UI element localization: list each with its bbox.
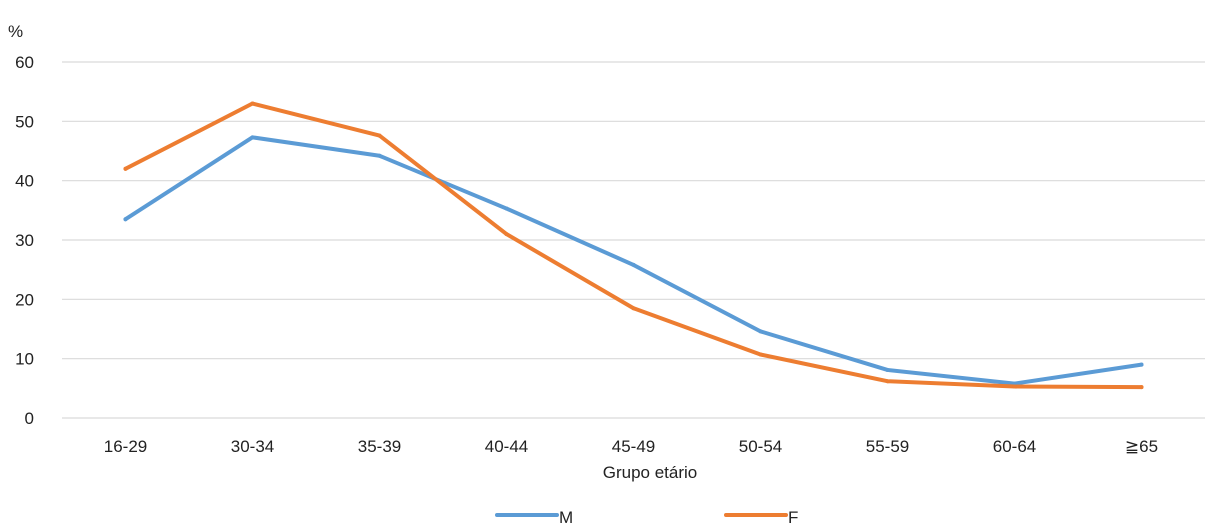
x-tick-label: 60-64 (993, 437, 1036, 456)
data-point-m (885, 367, 890, 372)
data-point-m (123, 217, 128, 222)
data-point-m (631, 262, 636, 267)
data-point-f (885, 379, 890, 384)
x-tick-label: ≧65 (1125, 437, 1158, 456)
data-point-f (377, 133, 382, 138)
x-tick-label: 55-59 (866, 437, 909, 456)
y-axis-unit-label: % (8, 22, 23, 41)
data-point-f (758, 352, 763, 357)
y-tick-label: 20 (15, 290, 34, 309)
data-point-m (250, 135, 255, 140)
legend-item-f: F (724, 508, 798, 527)
x-axis-ticks: 16-29 30-34 35-39 40-44 45-49 50-54 55-59 60-64… (104, 437, 1158, 456)
y-tick-label: 60 (15, 53, 34, 72)
x-tick-label: 40-44 (485, 437, 528, 456)
y-axis-ticks: 0 10 20 30 40 50 60 (15, 53, 34, 428)
x-tick-label: 45-49 (612, 437, 655, 456)
data-point-f (1012, 384, 1017, 389)
data-point-f (504, 232, 509, 237)
data-point-m (377, 153, 382, 158)
data-point-m (504, 206, 509, 211)
y-tick-label: 10 (15, 350, 34, 369)
legend-item-m: M (495, 508, 573, 527)
x-axis-title: Grupo etário (603, 463, 698, 482)
series-line-f (123, 101, 1144, 390)
y-tick-label: 50 (15, 112, 34, 131)
x-tick-label: 50-54 (739, 437, 782, 456)
series-line-m (123, 135, 1144, 386)
data-point-f (631, 306, 636, 311)
data-point-f (1139, 385, 1144, 390)
y-tick-label: 40 (15, 172, 34, 191)
data-point-f (250, 101, 255, 106)
legend-label-m: M (559, 508, 573, 527)
data-point-m (758, 329, 763, 334)
x-tick-label: 30-34 (231, 437, 274, 456)
x-tick-label: 16-29 (104, 437, 147, 456)
gridlines (62, 61, 1205, 419)
x-tick-label: 35-39 (358, 437, 401, 456)
y-tick-label: 0 (25, 409, 34, 428)
data-point-m (1139, 362, 1144, 367)
y-tick-label: 30 (15, 231, 34, 250)
legend-label-f: F (788, 508, 798, 527)
series-lines (123, 101, 1144, 390)
data-point-f (123, 166, 128, 171)
